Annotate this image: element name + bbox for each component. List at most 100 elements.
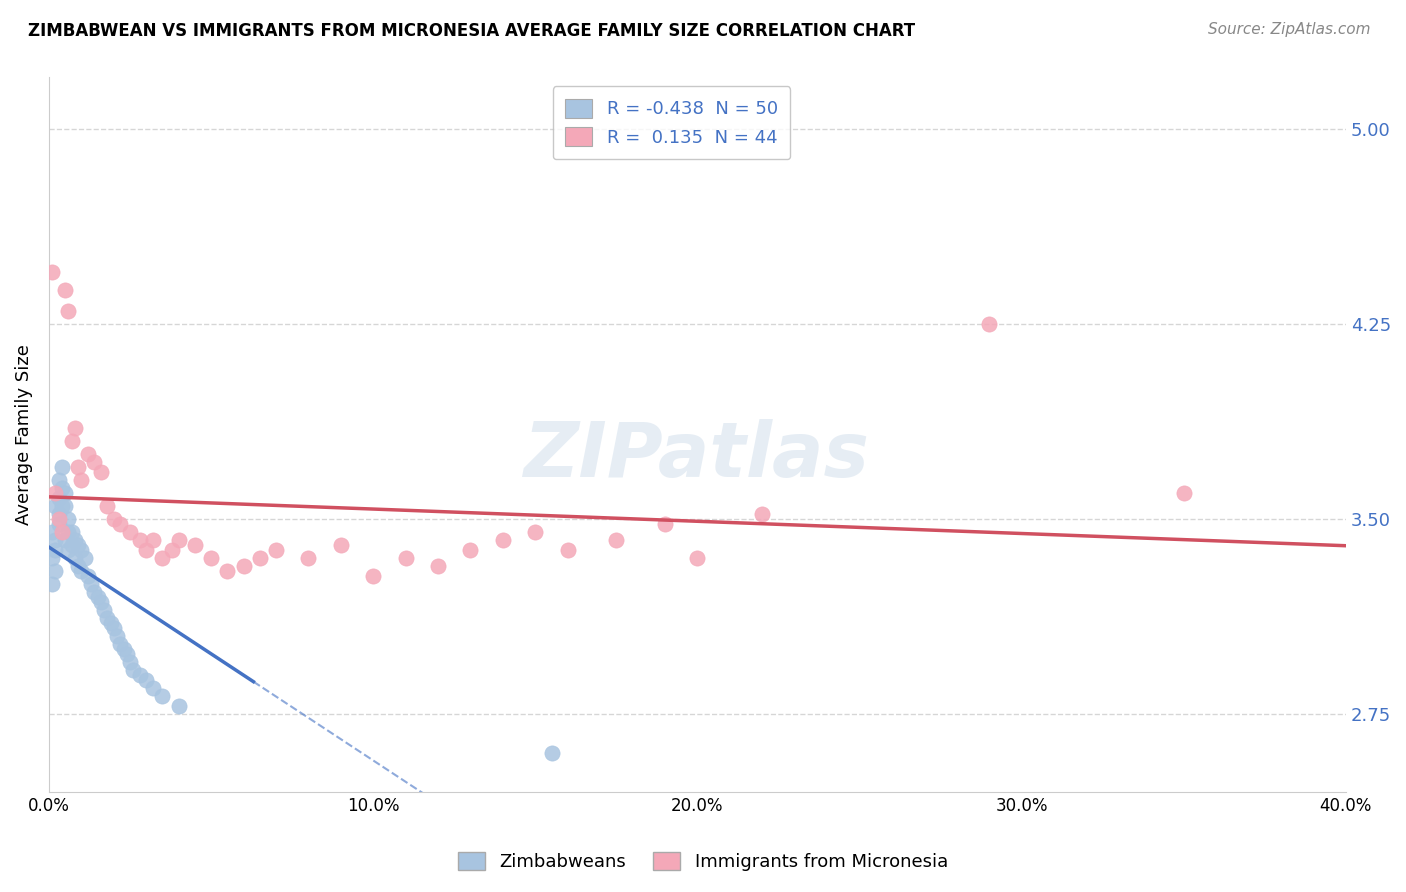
- Point: [48, 473, 70, 487]
- Point: [297, 550, 319, 565]
- Point: [135, 543, 157, 558]
- Point: [67, 558, 90, 573]
- Point: [217, 564, 239, 578]
- Point: [167, 533, 190, 547]
- Point: [48, 512, 70, 526]
- Point: [524, 524, 547, 539]
- Point: [100, 615, 122, 630]
- Point: [105, 629, 128, 643]
- Point: [118, 524, 141, 539]
- Point: [41, 577, 63, 591]
- Point: [53, 284, 76, 298]
- Point: [44, 543, 66, 558]
- Point: [58, 304, 80, 318]
- Point: [83, 455, 105, 469]
- Point: [427, 558, 450, 573]
- Point: [264, 543, 287, 558]
- Point: [654, 517, 676, 532]
- Point: [232, 558, 254, 573]
- Point: [44, 533, 66, 547]
- Point: [60, 434, 83, 448]
- Y-axis label: Average Family Size: Average Family Size: [15, 344, 32, 525]
- Legend: Zimbabweans, Immigrants from Micronesia: Zimbabweans, Immigrants from Micronesia: [451, 845, 955, 879]
- Point: [51, 460, 73, 475]
- Point: [60, 538, 83, 552]
- Point: [44, 486, 66, 500]
- Point: [110, 637, 132, 651]
- Point: [90, 465, 112, 479]
- Point: [44, 499, 66, 513]
- Point: [249, 550, 271, 565]
- Point: [96, 499, 118, 513]
- Point: [394, 550, 416, 565]
- Point: [63, 533, 86, 547]
- Point: [557, 543, 579, 558]
- Text: ZIMBABWEAN VS IMMIGRANTS FROM MICRONESIA AVERAGE FAMILY SIZE CORRELATION CHART: ZIMBABWEAN VS IMMIGRANTS FROM MICRONESIA…: [28, 22, 915, 40]
- Point: [686, 550, 709, 565]
- Point: [128, 668, 150, 682]
- Point: [70, 543, 93, 558]
- Legend: R = -0.438  N = 50, R =  0.135  N = 44: R = -0.438 N = 50, R = 0.135 N = 44: [553, 87, 790, 160]
- Point: [115, 647, 138, 661]
- Point: [63, 550, 86, 565]
- Text: ZIPatlas: ZIPatlas: [524, 419, 870, 493]
- Point: [77, 447, 100, 461]
- Point: [1173, 486, 1195, 500]
- Point: [110, 517, 132, 532]
- Point: [44, 564, 66, 578]
- Point: [103, 621, 125, 635]
- Point: [80, 577, 103, 591]
- Point: [58, 543, 80, 558]
- Point: [605, 533, 627, 547]
- Point: [112, 641, 135, 656]
- Point: [128, 533, 150, 547]
- Point: [142, 533, 165, 547]
- Point: [152, 550, 174, 565]
- Point: [90, 595, 112, 609]
- Point: [329, 538, 352, 552]
- Point: [135, 673, 157, 687]
- Point: [751, 507, 773, 521]
- Point: [152, 689, 174, 703]
- Point: [53, 486, 76, 500]
- Point: [67, 460, 90, 475]
- Text: Source: ZipAtlas.com: Source: ZipAtlas.com: [1208, 22, 1371, 37]
- Point: [540, 746, 562, 760]
- Point: [63, 421, 86, 435]
- Point: [58, 512, 80, 526]
- Point: [48, 517, 70, 532]
- Point: [200, 550, 222, 565]
- Point: [51, 499, 73, 513]
- Point: [41, 550, 63, 565]
- Point: [184, 538, 207, 552]
- Point: [70, 564, 93, 578]
- Point: [48, 491, 70, 506]
- Point: [51, 524, 73, 539]
- Point: [118, 655, 141, 669]
- Point: [53, 499, 76, 513]
- Point: [93, 603, 115, 617]
- Point: [73, 550, 96, 565]
- Point: [122, 663, 145, 677]
- Point: [67, 538, 90, 552]
- Point: [460, 543, 482, 558]
- Point: [58, 524, 80, 539]
- Point: [70, 473, 93, 487]
- Point: [77, 569, 100, 583]
- Point: [60, 524, 83, 539]
- Point: [103, 512, 125, 526]
- Point: [361, 569, 384, 583]
- Point: [160, 543, 183, 558]
- Point: [167, 698, 190, 713]
- Point: [53, 533, 76, 547]
- Point: [41, 524, 63, 539]
- Point: [83, 584, 105, 599]
- Point: [41, 265, 63, 279]
- Point: [979, 317, 1001, 331]
- Point: [96, 610, 118, 624]
- Point: [48, 507, 70, 521]
- Point: [51, 481, 73, 495]
- Point: [86, 590, 108, 604]
- Point: [142, 681, 165, 695]
- Point: [492, 533, 515, 547]
